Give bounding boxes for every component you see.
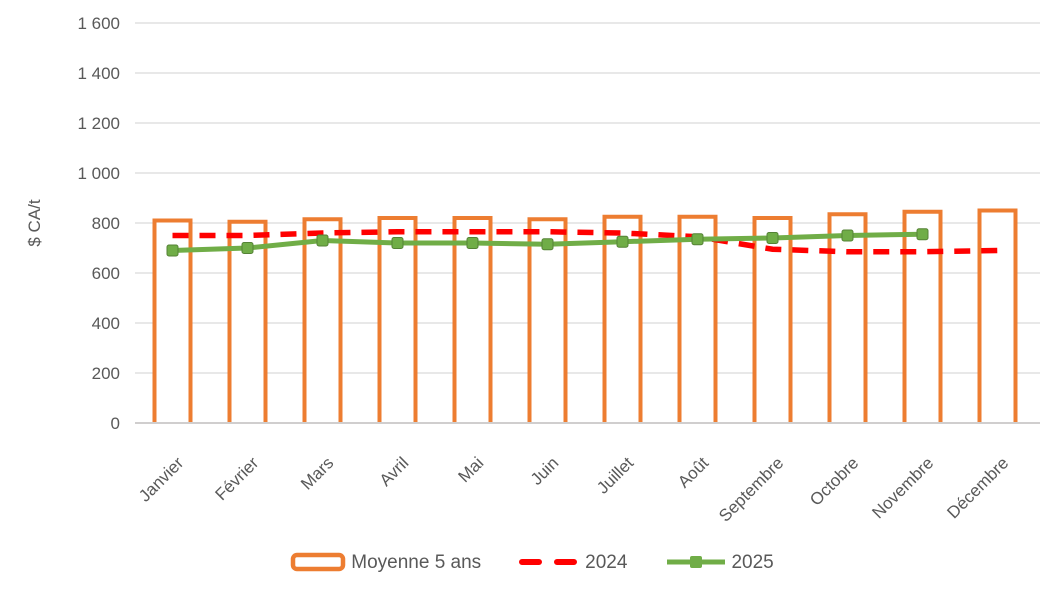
- y-tick-label: 600: [92, 264, 120, 283]
- bar-février: [227, 219, 268, 423]
- combo-chart-plot: 0 200 400 600 800 1 000 1 200 1 400 1 600 $ CA/t J…: [25, 14, 1040, 526]
- y-tick-label: 1 600: [77, 14, 120, 33]
- legend-bar-swatch-rect: [291, 552, 346, 572]
- legend-item-moyenne-5-ans: Moyenne 5 ans: [289, 551, 481, 573]
- marker-2025: [841, 229, 854, 242]
- marker-2025: [616, 235, 629, 248]
- bar-mars: [302, 217, 343, 423]
- y-tick-label: 0: [111, 414, 120, 433]
- legend-label-2024: 2024: [585, 551, 628, 573]
- x-tick-label: Juillet: [593, 453, 637, 497]
- x-tick-label: Avril: [376, 453, 413, 490]
- bar-juillet: [602, 214, 643, 423]
- legend-dashed-line-icon: [519, 559, 582, 565]
- y-axis-title: $ CA/t: [25, 199, 44, 247]
- legend-square-marker: [690, 556, 703, 568]
- legend-item-2024: 2024: [519, 553, 627, 572]
- line-2024: [172, 229, 998, 255]
- y-tick-label: 1 000: [77, 164, 120, 183]
- bar-octobre: [827, 212, 868, 423]
- y-tick-label: 400: [92, 314, 120, 333]
- bar-mai: [452, 216, 493, 423]
- x-tick-label: Septembre: [715, 453, 787, 525]
- legend-bar-swatch-icon: [291, 552, 346, 572]
- chart-legend: Moyenne 5 ans 2024 2025: [0, 551, 1063, 573]
- marker-2025: [916, 228, 929, 241]
- bar-juin: [527, 217, 568, 423]
- marker-2025: [466, 237, 479, 249]
- legend-label-2025: 2025: [731, 551, 774, 573]
- y-tick-label: 200: [92, 364, 120, 383]
- x-tick-label: Juin: [527, 453, 562, 488]
- bar-novembre: [902, 209, 943, 423]
- bar-septembre: [752, 216, 793, 423]
- y-tick-label: 1 200: [77, 114, 120, 133]
- legend-label-moyenne-5-ans: Moyenne 5 ans: [351, 551, 482, 573]
- bar-août: [677, 214, 718, 423]
- x-tick-label: Août: [674, 453, 712, 491]
- bar-avril: [377, 216, 418, 423]
- x-tick-label: Mai: [455, 453, 488, 486]
- x-tick-label: Octobre: [806, 453, 862, 509]
- marker-2025: [541, 238, 554, 251]
- y-tick-label: 800: [92, 214, 120, 233]
- x-tick-label: Décembre: [943, 453, 1012, 522]
- marker-2025: [691, 233, 704, 246]
- legend-item-2025: 2025: [665, 551, 774, 573]
- marker-2025: [241, 242, 254, 254]
- marker-2025: [316, 234, 329, 247]
- marker-2025: [391, 237, 404, 249]
- bar-décembre: [977, 208, 1018, 423]
- x-tick-label: Novembre: [868, 453, 937, 522]
- marker-2025: [166, 244, 179, 257]
- marker-2025: [766, 232, 779, 244]
- x-tick-label: Janvier: [135, 453, 187, 505]
- bar-janvier: [152, 218, 193, 423]
- x-tick-label: Février: [211, 453, 262, 504]
- y-tick-label: 1 400: [77, 64, 120, 83]
- x-tick-label: Mars: [297, 453, 337, 493]
- legend-marker-line-icon: [667, 556, 726, 568]
